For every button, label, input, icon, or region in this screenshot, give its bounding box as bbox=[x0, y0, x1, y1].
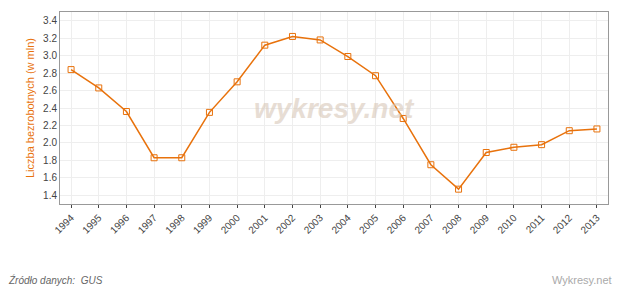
svg-text:2.2: 2.2 bbox=[43, 120, 57, 131]
svg-text:3.0: 3.0 bbox=[43, 50, 57, 61]
svg-text:1994: 1994 bbox=[53, 212, 77, 236]
svg-text:2000: 2000 bbox=[219, 212, 243, 236]
svg-text:Wykresy.net: Wykresy.net bbox=[552, 274, 612, 286]
svg-text:1997: 1997 bbox=[136, 212, 160, 236]
svg-text:2003: 2003 bbox=[302, 212, 326, 236]
svg-text:2013: 2013 bbox=[578, 212, 602, 236]
svg-text:1995: 1995 bbox=[80, 212, 104, 236]
svg-text:2002: 2002 bbox=[274, 212, 298, 236]
svg-text:2.6: 2.6 bbox=[43, 85, 57, 96]
svg-text:2011: 2011 bbox=[524, 212, 547, 235]
svg-text:2.4: 2.4 bbox=[43, 103, 57, 114]
svg-text:1.6: 1.6 bbox=[43, 172, 57, 183]
svg-text:2001: 2001 bbox=[246, 212, 270, 236]
svg-text:2.8: 2.8 bbox=[43, 68, 57, 79]
svg-text:3.4: 3.4 bbox=[43, 15, 57, 26]
svg-text:2008: 2008 bbox=[440, 212, 464, 236]
svg-text:2007: 2007 bbox=[412, 212, 436, 236]
svg-text:1.4: 1.4 bbox=[43, 190, 57, 201]
svg-text:Liczba bezrobotnych (w mln): Liczba bezrobotnych (w mln) bbox=[24, 38, 36, 178]
svg-text:2009: 2009 bbox=[468, 212, 492, 236]
svg-text:2.0: 2.0 bbox=[43, 137, 57, 148]
svg-text:2005: 2005 bbox=[357, 212, 381, 236]
svg-text:1998: 1998 bbox=[163, 212, 187, 236]
svg-text:2006: 2006 bbox=[385, 212, 409, 236]
svg-text:2004: 2004 bbox=[329, 212, 353, 236]
svg-text:3.2: 3.2 bbox=[43, 33, 57, 44]
svg-text:Źródło danych: GUS: Źródło danych: GUS bbox=[8, 274, 103, 286]
svg-text:1996: 1996 bbox=[108, 212, 132, 236]
svg-text:2010: 2010 bbox=[495, 212, 519, 236]
svg-text:1999: 1999 bbox=[191, 212, 215, 236]
svg-text:wykresy.net: wykresy.net bbox=[254, 93, 415, 124]
svg-text:1.8: 1.8 bbox=[43, 155, 57, 166]
svg-text:2012: 2012 bbox=[551, 212, 575, 236]
